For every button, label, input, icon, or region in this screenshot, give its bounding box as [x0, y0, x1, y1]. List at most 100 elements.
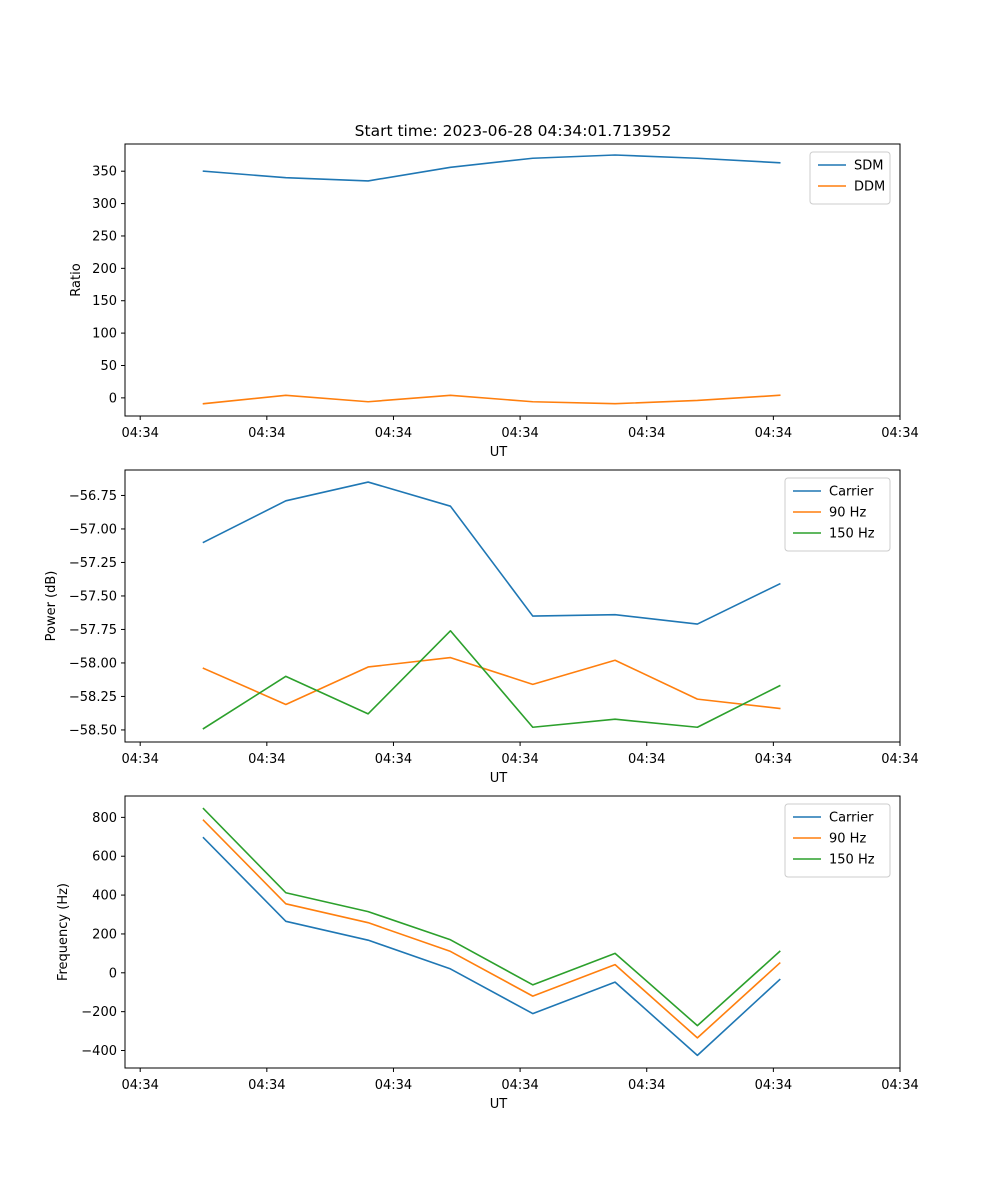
y-tick-label: −58.00 [69, 656, 117, 671]
data-point [367, 180, 369, 182]
data-point [449, 166, 451, 168]
x-tick-label: 04:34 [881, 426, 918, 441]
axes-frame [124, 795, 901, 1069]
x-tick-label: 04:34 [375, 1078, 412, 1093]
axes-frame [124, 143, 901, 417]
data-point [202, 667, 204, 669]
y-tick-label: −57.75 [69, 623, 117, 638]
data-point [532, 157, 534, 159]
x-tick-label: 04:34 [248, 426, 285, 441]
x-tick-label: 04:34 [501, 1078, 538, 1093]
y-tick-label: 150 [92, 294, 117, 309]
x-tick-label: 04:34 [628, 752, 665, 767]
data-point [614, 614, 616, 616]
legend-entry: SDM [854, 159, 883, 174]
data-point [202, 837, 204, 839]
legend-entry: Carrier [829, 485, 874, 500]
y-tick-label: 200 [92, 262, 117, 277]
series-line-150-hz [202, 629, 781, 730]
axes-frame [124, 469, 901, 743]
y-tick-label: 250 [92, 229, 117, 244]
data-point [532, 615, 534, 617]
data-point [532, 726, 534, 728]
data-point [779, 583, 781, 585]
x-tick-label: 04:34 [881, 1078, 918, 1093]
y-tick-label: 0 [109, 966, 117, 981]
data-point [779, 962, 781, 964]
data-point [532, 1012, 534, 1014]
legend: Carrier 90 Hz 150 Hz [784, 477, 891, 552]
x-tick-label: 04:34 [755, 426, 792, 441]
data-point [367, 910, 369, 912]
y-tick-label: 600 [92, 850, 117, 865]
data-point [779, 394, 781, 396]
data-point [779, 978, 781, 980]
data-point [614, 952, 616, 954]
chart-panel-2: 04:34 04:34 04:34 04:34 04:34 04:34 04:34 −58.5… [44, 469, 919, 786]
y-tick-label: −56.75 [69, 489, 117, 504]
series-line-carrier [202, 836, 781, 1057]
data-point [696, 1054, 698, 1056]
legend-entry: 150 Hz [829, 527, 875, 542]
data-point [449, 950, 451, 952]
data-point [367, 921, 369, 923]
x-tick-label: 04:34 [501, 752, 538, 767]
data-point [367, 939, 369, 941]
data-point [285, 892, 287, 894]
legend-entry: DDM [854, 180, 885, 195]
data-point [614, 154, 616, 156]
data-point [367, 713, 369, 715]
data-point [367, 666, 369, 668]
data-point [285, 500, 287, 502]
series-line-carrier [202, 481, 781, 625]
x-tick-label: 04:34 [375, 426, 412, 441]
data-point [202, 170, 204, 172]
chart-panel-1: 04:34 04:34 04:34 04:34 04:34 04:34 04:34 0 50 10… [69, 143, 919, 460]
legend-entry: Carrier [829, 811, 874, 826]
y-tick-label: −57.50 [69, 589, 117, 604]
x-tick-label: 04:34 [501, 426, 538, 441]
data-point [614, 718, 616, 720]
y-tick-label: 350 [92, 165, 117, 180]
data-point [696, 726, 698, 728]
y-axis-label: Power (dB) [44, 571, 59, 642]
data-point [285, 176, 287, 178]
data-point [532, 984, 534, 986]
series-line-90-hz [202, 656, 781, 710]
y-axis-label: Frequency (Hz) [56, 883, 71, 981]
data-point [696, 157, 698, 159]
x-axis-label: UT [490, 1097, 508, 1112]
series-line-ddm [202, 394, 781, 405]
data-point [696, 698, 698, 700]
data-point [285, 394, 287, 396]
data-point [367, 481, 369, 483]
y-tick-label: 100 [92, 327, 117, 342]
y-tick-label: −400 [81, 1044, 117, 1059]
y-tick-label: 0 [109, 391, 117, 406]
y-axis-label: Ratio [69, 263, 84, 296]
data-point [779, 162, 781, 164]
data-point [449, 656, 451, 658]
x-tick-label: 04:34 [755, 752, 792, 767]
y-tick-label: −58.50 [69, 723, 117, 738]
data-point [202, 807, 204, 809]
y-tick-label: −57.25 [69, 556, 117, 571]
data-point [779, 707, 781, 709]
x-tick-label: 04:34 [881, 752, 918, 767]
series-line-90-hz [202, 819, 781, 1039]
data-point [532, 401, 534, 403]
data-point [532, 683, 534, 685]
data-point [202, 403, 204, 405]
x-axis-label: UT [490, 445, 508, 460]
data-point [449, 939, 451, 941]
data-point [449, 505, 451, 507]
panels: 04:34 04:34 04:34 04:34 04:34 04:34 04:34 0 50 10… [44, 143, 919, 1112]
data-point [202, 727, 204, 729]
data-point [696, 399, 698, 401]
data-point [614, 659, 616, 661]
x-axis-label: UT [490, 771, 508, 786]
y-tick-label: 400 [92, 889, 117, 904]
legend-entry: 150 Hz [829, 853, 875, 868]
data-point [614, 981, 616, 983]
x-tick-label: 04:34 [755, 1078, 792, 1093]
